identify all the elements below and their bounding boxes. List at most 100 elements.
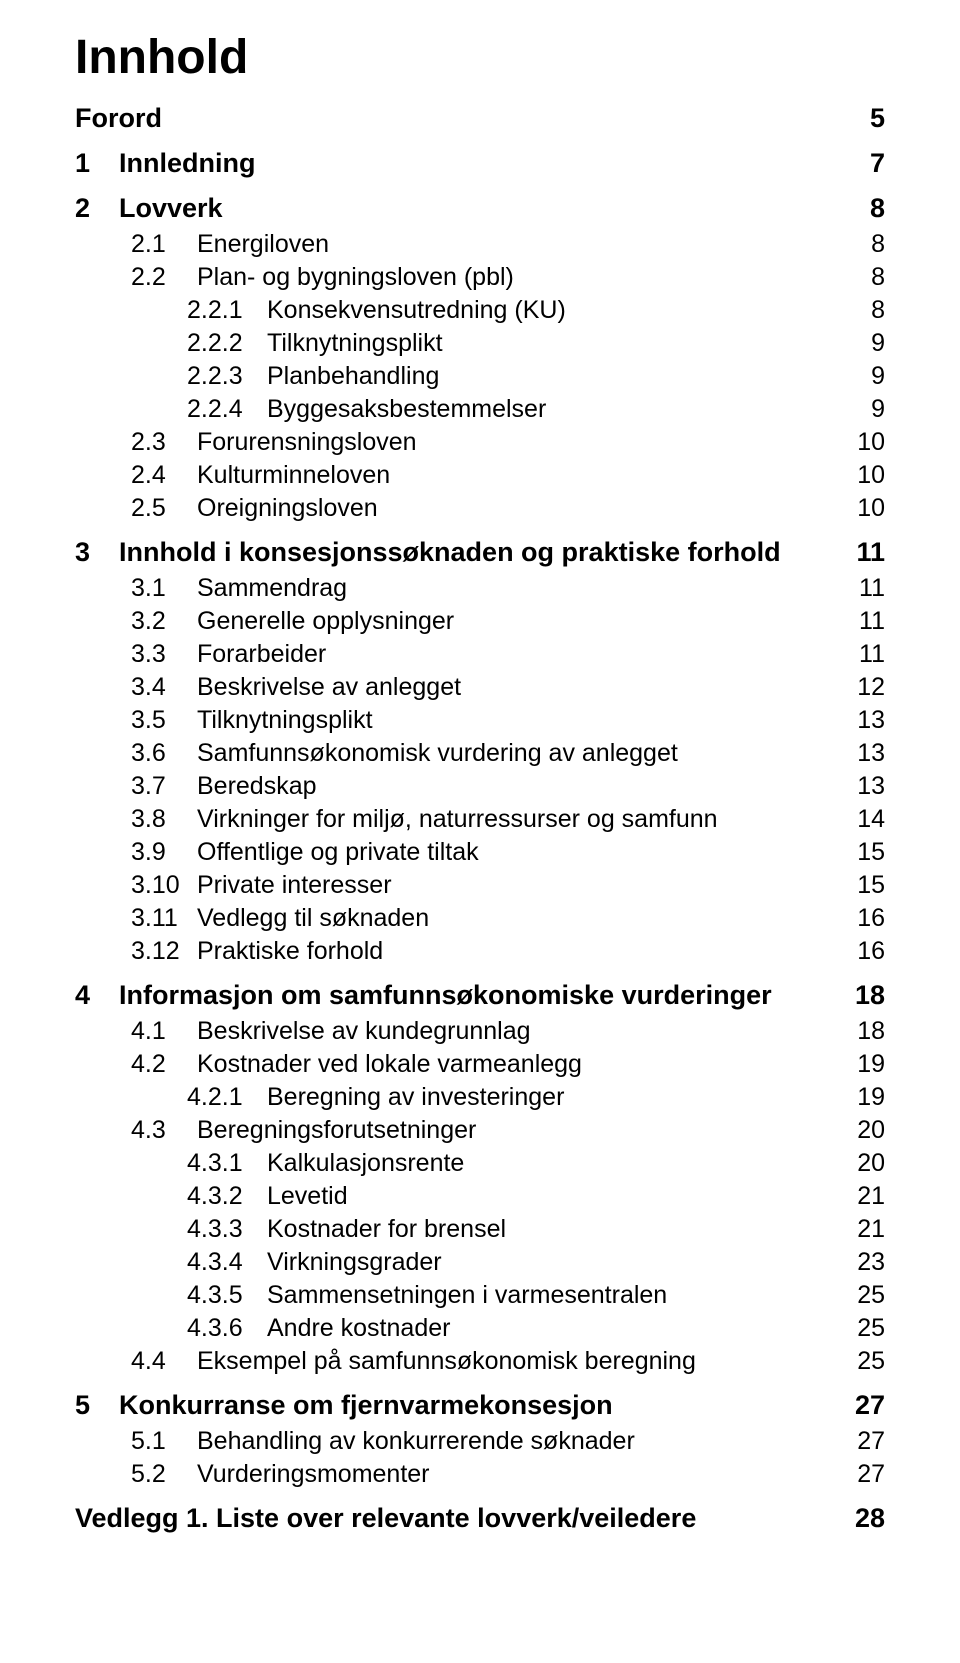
toc-entry-text: Samfunnsøkonomisk vurdering av anlegget xyxy=(197,739,678,767)
toc-entry-page: 16 xyxy=(857,904,885,933)
toc-entry-number: 3.8 xyxy=(131,805,197,834)
toc-entry-label: 4.3.6Andre kostnader xyxy=(187,1314,450,1343)
toc-entry-number: 4.3.1 xyxy=(187,1149,267,1178)
toc-entry-page: 13 xyxy=(857,739,885,768)
toc-entry-label: 3.8Virkninger for miljø, naturressurser … xyxy=(131,805,718,834)
toc-entry-page: 20 xyxy=(857,1116,885,1145)
toc-entry-label: 4.3.1Kalkulasjonsrente xyxy=(187,1149,464,1178)
toc-entry-label: 4.1Beskrivelse av kundegrunnlag xyxy=(131,1017,531,1046)
toc-entry: 3.3Forarbeider11 xyxy=(75,640,885,669)
toc-entry-label: 2.2.3Planbehandling xyxy=(187,362,439,391)
toc-entry-text: Beskrivelse av kundegrunnlag xyxy=(197,1017,531,1045)
toc-entry: 2.2.4Byggesaksbestemmelser 9 xyxy=(75,395,885,424)
toc-entry-text: Generelle opplysninger xyxy=(197,607,454,635)
toc-entry: 2.4Kulturminneloven 10 xyxy=(75,461,885,490)
toc-entry-page: 25 xyxy=(857,1314,885,1343)
toc-entry-text: Kulturminneloven xyxy=(197,461,390,489)
toc-entry-number: 4.3 xyxy=(131,1116,197,1145)
toc-entry: 3.5Tilknytningsplikt13 xyxy=(75,706,885,735)
toc-entry-label: 4.3.5Sammensetningen i varmesentralen xyxy=(187,1281,667,1310)
toc-entry: 2.2.1Konsekvensutredning (KU)8 xyxy=(75,296,885,325)
toc-entry-text: Innhold i konsesjonssøknaden og praktisk… xyxy=(119,537,781,567)
toc-entry-label: 2Lovverk xyxy=(75,193,223,224)
toc-entry-number: 2.2 xyxy=(131,263,197,292)
toc-entry-number: 2.2.3 xyxy=(187,362,267,391)
toc-entry-page: 18 xyxy=(855,980,885,1011)
toc-entry-label: 4Informasjon om samfunnsøkonomiske vurde… xyxy=(75,980,772,1011)
toc-entry-page: 20 xyxy=(857,1149,885,1178)
toc-entry-label: 2.2.4Byggesaksbestemmelser xyxy=(187,395,546,424)
toc-entry-number: 2.2.1 xyxy=(187,296,267,325)
toc-entry-number: 4.2.1 xyxy=(187,1083,267,1112)
toc-entry-number: 4.3.2 xyxy=(187,1182,267,1211)
document-page: Innhold Forord51Innledning72Lovverk82.1E… xyxy=(0,0,960,1574)
toc-entry-text: Virkningsgrader xyxy=(267,1248,442,1276)
toc-entry: 4.1Beskrivelse av kundegrunnlag18 xyxy=(75,1017,885,1046)
toc-entry-number: 2.3 xyxy=(131,428,197,457)
toc-entry: 3.4Beskrivelse av anlegget12 xyxy=(75,673,885,702)
toc-entry: 3.12Praktiske forhold16 xyxy=(75,937,885,966)
toc-entry-text: Kostnader for brensel xyxy=(267,1215,506,1243)
toc-entry: 3.1Sammendrag11 xyxy=(75,574,885,603)
toc-entry-page: 25 xyxy=(857,1281,885,1310)
toc-entry-text: Virkninger for miljø, naturressurser og … xyxy=(197,805,718,833)
toc-entry: 4Informasjon om samfunnsøkonomiske vurde… xyxy=(75,980,885,1011)
toc-entry-label: 4.4Eksempel på samfunnsøkonomisk beregni… xyxy=(131,1347,696,1376)
toc-entry-page: 27 xyxy=(855,1390,885,1421)
toc-entry-label: Forord xyxy=(75,103,162,134)
toc-entry-text: Tilknytningsplikt xyxy=(197,706,373,734)
page-title: Innhold xyxy=(75,30,885,85)
toc-entry-text: Lovverk xyxy=(119,193,223,223)
toc-entry-label: 2.5Oreigningsloven xyxy=(131,494,378,523)
toc-entry-page: 11 xyxy=(859,607,885,636)
toc-entry: 5.1Behandling av konkurrerende søknader2… xyxy=(75,1427,885,1456)
toc-entry: 3.11Vedlegg til søknaden16 xyxy=(75,904,885,933)
toc-entry-label: Vedlegg 1. Liste over relevante lovverk/… xyxy=(75,1503,696,1534)
toc-entry: 2.3Forurensningsloven10 xyxy=(75,428,885,457)
toc-entry-number: 3.6 xyxy=(131,739,197,768)
toc-entry-page: 13 xyxy=(857,772,885,801)
toc-entry: 1Innledning7 xyxy=(75,148,885,179)
toc-entry-number: 4.2 xyxy=(131,1050,197,1079)
toc-entry-number: 4.1 xyxy=(131,1017,197,1046)
toc-entry-text: Andre kostnader xyxy=(267,1314,450,1342)
toc-entry: 4.2.1Beregning av investeringer19 xyxy=(75,1083,885,1112)
toc-entry-page: 19 xyxy=(857,1050,885,1079)
toc-entry-number: 5.1 xyxy=(131,1427,197,1456)
toc-entry-label: 5.1Behandling av konkurrerende søknader xyxy=(131,1427,635,1456)
toc-entry: 4.3.5Sammensetningen i varmesentralen 25 xyxy=(75,1281,885,1310)
toc-entry-text: Konsekvensutredning (KU) xyxy=(267,296,566,324)
toc-entry: 4.4Eksempel på samfunnsøkonomisk beregni… xyxy=(75,1347,885,1376)
toc-entry-number: 4.4 xyxy=(131,1347,197,1376)
toc-entry-page: 14 xyxy=(857,805,885,834)
toc-entry-text: Energiloven xyxy=(197,230,329,258)
toc-entry: 2.2.2Tilknytningsplikt9 xyxy=(75,329,885,358)
toc-entry-text: Tilknytningsplikt xyxy=(267,329,443,357)
toc-entry-page: 9 xyxy=(871,395,885,424)
toc-entry-text: Planbehandling xyxy=(267,362,439,390)
toc-entry-text: Eksempel på samfunnsøkonomisk beregning xyxy=(197,1347,696,1375)
toc-entry-label: 5Konkurranse om fjernvarmekonsesjon xyxy=(75,1390,613,1421)
toc-entry-number: 2 xyxy=(75,193,119,224)
toc-entry-number: 2.4 xyxy=(131,461,197,490)
toc-entry-label: 4.2Kostnader ved lokale varmeanlegg xyxy=(131,1050,582,1079)
toc-entry-page: 23 xyxy=(857,1248,885,1277)
toc-entry-page: 10 xyxy=(857,461,885,490)
toc-entry-page: 21 xyxy=(857,1182,885,1211)
toc-entry-label: 3.10Private interesser xyxy=(131,871,392,900)
toc-entry-text: Beregningsforutsetninger xyxy=(197,1116,476,1144)
toc-entry-number: 3.5 xyxy=(131,706,197,735)
toc-entry: 3.9Offentlige og private tiltak15 xyxy=(75,838,885,867)
toc-entry-text: Forurensningsloven xyxy=(197,428,417,456)
toc-entry: 4.3Beregningsforutsetninger 20 xyxy=(75,1116,885,1145)
toc-entry-page: 25 xyxy=(857,1347,885,1376)
toc-entry-text: Innledning xyxy=(119,148,255,178)
toc-entry-text: Behandling av konkurrerende søknader xyxy=(197,1427,635,1455)
toc-entry-page: 19 xyxy=(857,1083,885,1112)
toc-entry-page: 7 xyxy=(870,148,885,179)
toc-entry-text: Kostnader ved lokale varmeanlegg xyxy=(197,1050,582,1078)
toc-entry-text: Levetid xyxy=(267,1182,348,1210)
toc-entry: Forord5 xyxy=(75,103,885,134)
toc-entry-page: 15 xyxy=(857,871,885,900)
toc-entry-number: 3.7 xyxy=(131,772,197,801)
